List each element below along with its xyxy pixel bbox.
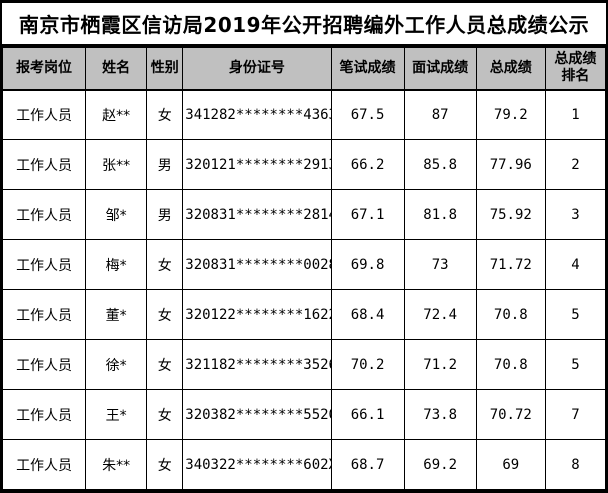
header-gender: 性别 — [146, 47, 184, 91]
cell-name: 邹* — [85, 189, 148, 240]
cell-interview-score: 72.4 — [403, 289, 477, 340]
cell-interview-score: 87 — [403, 89, 477, 140]
cell-gender: 女 — [146, 389, 184, 440]
cell-interview-score: 85.8 — [403, 139, 477, 190]
cell-id-number: 320121********2913 — [182, 139, 332, 190]
header-row: 报考岗位 姓名 性别 身份证号 笔试成绩 面试成绩 总成绩 总成绩 排名 — [1, 47, 607, 91]
cell-interview-score: 71.2 — [403, 339, 477, 390]
cell-rank: 5 — [544, 339, 607, 390]
cell-name: 徐* — [85, 339, 148, 390]
cell-id-number: 320831********0028 — [182, 239, 332, 290]
cell-written-score: 67.1 — [330, 189, 405, 240]
cell-written-score: 67.5 — [330, 89, 405, 140]
cell-gender: 男 — [146, 139, 184, 190]
cell-name: 王* — [85, 389, 148, 440]
header-rank: 总成绩 排名 — [544, 47, 607, 91]
cell-position: 工作人员 — [1, 289, 87, 340]
cell-position: 工作人员 — [1, 189, 87, 240]
header-total-score: 总成绩 — [475, 47, 546, 91]
cell-position: 工作人员 — [1, 339, 87, 390]
cell-total-score: 75.92 — [475, 189, 546, 240]
table-row: 工作人员 董* 女 320122********1622 68.4 72.4 7… — [1, 289, 607, 340]
cell-name: 朱** — [85, 439, 148, 490]
title-band: 南京市栖霞区信访局2019年公开招聘编外工作人员总成绩公示 — [2, 3, 606, 47]
cell-name: 张** — [85, 139, 148, 190]
cell-position: 工作人员 — [1, 439, 87, 490]
cell-position: 工作人员 — [1, 239, 87, 290]
cell-rank: 5 — [544, 289, 607, 340]
cell-id-number: 321182********3526 — [182, 339, 332, 390]
cell-written-score: 68.4 — [330, 289, 405, 340]
cell-id-number: 341282********4363 — [182, 89, 332, 140]
table-row: 工作人员 梅* 女 320831********0028 69.8 73 71.… — [1, 239, 607, 290]
table-row: 工作人员 徐* 女 321182********3526 70.2 71.2 7… — [1, 339, 607, 390]
cell-name: 董* — [85, 289, 148, 340]
header-rank-line1: 总成绩 — [554, 50, 597, 67]
cell-total-score: 70.72 — [475, 389, 546, 440]
cell-total-score: 79.2 — [475, 89, 546, 140]
cell-rank: 7 — [544, 389, 607, 440]
cell-rank: 1 — [544, 89, 607, 140]
header-name: 姓名 — [85, 47, 148, 91]
results-table: 报考岗位 姓名 性别 身份证号 笔试成绩 面试成绩 总成绩 总成绩 排名 工作人员… — [1, 47, 607, 490]
cell-written-score: 66.2 — [330, 139, 405, 190]
cell-name: 梅* — [85, 239, 148, 290]
cell-gender: 女 — [146, 239, 184, 290]
cell-id-number: 320122********1622 — [182, 289, 332, 340]
cell-gender: 女 — [146, 339, 184, 390]
page-title: 南京市栖霞区信访局2019年公开招聘编外工作人员总成绩公示 — [18, 13, 590, 37]
cell-written-score: 70.2 — [330, 339, 405, 390]
cell-id-number: 340322********602X — [182, 439, 332, 490]
cell-total-score: 71.72 — [475, 239, 546, 290]
cell-rank: 8 — [544, 439, 607, 490]
header-position: 报考岗位 — [1, 47, 87, 91]
cell-position: 工作人员 — [1, 89, 87, 140]
cell-interview-score: 81.8 — [403, 189, 477, 240]
cell-written-score: 68.7 — [330, 439, 405, 490]
cell-gender: 女 — [146, 289, 184, 340]
cell-gender: 女 — [146, 89, 184, 140]
cell-interview-score: 69.2 — [403, 439, 477, 490]
cell-total-score: 70.8 — [475, 339, 546, 390]
cell-id-number: 320831********2814 — [182, 189, 332, 240]
table-row: 工作人员 朱** 女 340322********602X 68.7 69.2 … — [1, 439, 607, 490]
table-row: 工作人员 赵** 女 341282********4363 67.5 87 79… — [1, 89, 607, 140]
cell-rank: 3 — [544, 189, 607, 240]
cell-total-score: 70.8 — [475, 289, 546, 340]
cell-rank: 2 — [544, 139, 607, 190]
table-row: 工作人员 张** 男 320121********2913 66.2 85.8 … — [1, 139, 607, 190]
cell-total-score: 69 — [475, 439, 546, 490]
cell-interview-score: 73.8 — [403, 389, 477, 440]
cell-name: 赵** — [85, 89, 148, 140]
cell-position: 工作人员 — [1, 389, 87, 440]
cell-total-score: 77.96 — [475, 139, 546, 190]
cell-written-score: 66.1 — [330, 389, 405, 440]
cell-rank: 4 — [544, 239, 607, 290]
header-id-number: 身份证号 — [182, 47, 332, 91]
table-row: 工作人员 邹* 男 320831********2814 67.1 81.8 7… — [1, 189, 607, 240]
cell-written-score: 69.8 — [330, 239, 405, 290]
cell-gender: 女 — [146, 439, 184, 490]
header-written-score: 笔试成绩 — [330, 47, 405, 91]
cell-position: 工作人员 — [1, 139, 87, 190]
cell-id-number: 320382********5520 — [182, 389, 332, 440]
cell-gender: 男 — [146, 189, 184, 240]
header-rank-line2: 排名 — [561, 68, 590, 85]
header-interview-score: 面试成绩 — [403, 47, 477, 91]
cell-interview-score: 73 — [403, 239, 477, 290]
table-row: 工作人员 王* 女 320382********5520 66.1 73.8 7… — [1, 389, 607, 440]
